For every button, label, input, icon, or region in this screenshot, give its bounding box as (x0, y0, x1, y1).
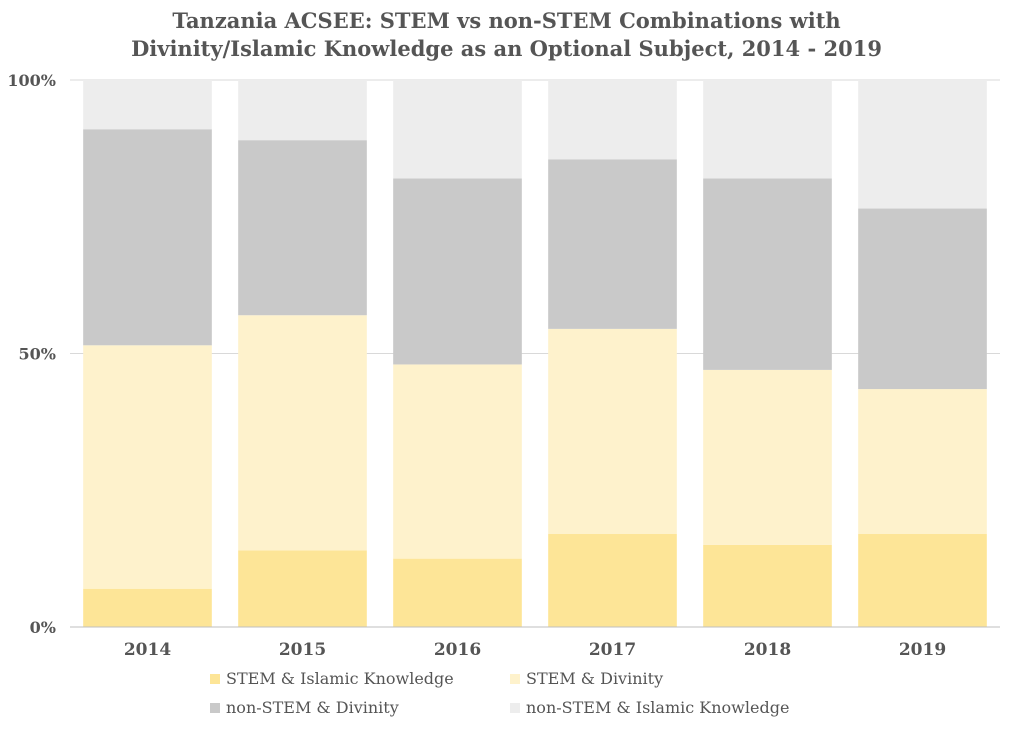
bar-2015-series-3 (238, 140, 367, 316)
bar-2014-series-1 (83, 588, 212, 627)
bar-2014-series-2 (83, 345, 212, 589)
y-tick-label: 0% (30, 618, 56, 637)
x-tick-label-2018: 2018 (744, 640, 791, 660)
bar-2015-series-1 (238, 550, 367, 627)
chart-title-line-1: Tanzania ACSEE: STEM vs non-STEM Combina… (172, 8, 840, 33)
x-tick-label-2017: 2017 (589, 640, 636, 660)
legend-label: STEM & Islamic Knowledge (226, 669, 454, 688)
y-axis-ticks: 0% 50% 100% (7, 71, 56, 637)
legend-swatch (510, 703, 520, 713)
bar-2017-series-1 (548, 534, 677, 627)
legend-item-3: non-STEM & Divinity (210, 698, 399, 717)
bar-2018-series-1 (703, 544, 832, 627)
legend-label: non-STEM & Divinity (226, 698, 399, 717)
legend-item-4: non-STEM & Islamic Knowledge (510, 698, 789, 717)
x-tick-label-2015: 2015 (279, 640, 326, 660)
bar-2016-series-3 (393, 178, 522, 365)
legend: STEM & Islamic Knowledge STEM & Divinity n… (210, 669, 789, 717)
bar-2014-series-3 (83, 129, 212, 346)
bar-2017-series-3 (548, 159, 677, 329)
y-tick-label: 100% (7, 71, 56, 90)
x-tick-label-2019: 2019 (899, 640, 946, 660)
bar-2018-series-2 (703, 369, 832, 545)
bar-2018-series-3 (703, 178, 832, 370)
legend-label: non-STEM & Islamic Knowledge (526, 698, 789, 717)
bar-2014-series-4 (83, 80, 212, 130)
bar-2019-series-3 (858, 208, 987, 390)
chart-title-line-2: Divinity/Islamic Knowledge as an Optiona… (131, 36, 882, 61)
legend-item-2: STEM & Divinity (510, 669, 663, 688)
bar-2018-series-4 (703, 80, 832, 179)
legend-swatch (210, 703, 220, 713)
bar-2016-series-4 (393, 80, 522, 179)
x-tick-label-2014: 2014 (124, 640, 171, 660)
bar-2017-series-4 (548, 80, 677, 160)
bar-2019-series-4 (858, 80, 987, 209)
legend-swatch (210, 674, 220, 684)
bar-2019-series-2 (858, 389, 987, 535)
bar-2016-series-1 (393, 558, 522, 627)
bar-2017-series-2 (548, 328, 677, 535)
y-tick-label: 50% (19, 345, 56, 364)
x-axis-ticks: 2014 2015 2016 2017 2018 2019 (124, 640, 946, 660)
gridlines (70, 79, 1000, 354)
legend-item-1: STEM & Islamic Knowledge (210, 669, 454, 688)
legend-label: STEM & Divinity (526, 669, 663, 688)
bars (83, 80, 987, 627)
bar-2015-series-4 (238, 80, 367, 141)
chart-title: Tanzania ACSEE: STEM vs non-STEM Combina… (131, 8, 882, 61)
legend-swatch (510, 674, 520, 684)
bar-2019-series-1 (858, 534, 987, 627)
bar-2016-series-2 (393, 364, 522, 559)
bar-2015-series-2 (238, 315, 367, 551)
x-tick-label-2016: 2016 (434, 640, 481, 660)
